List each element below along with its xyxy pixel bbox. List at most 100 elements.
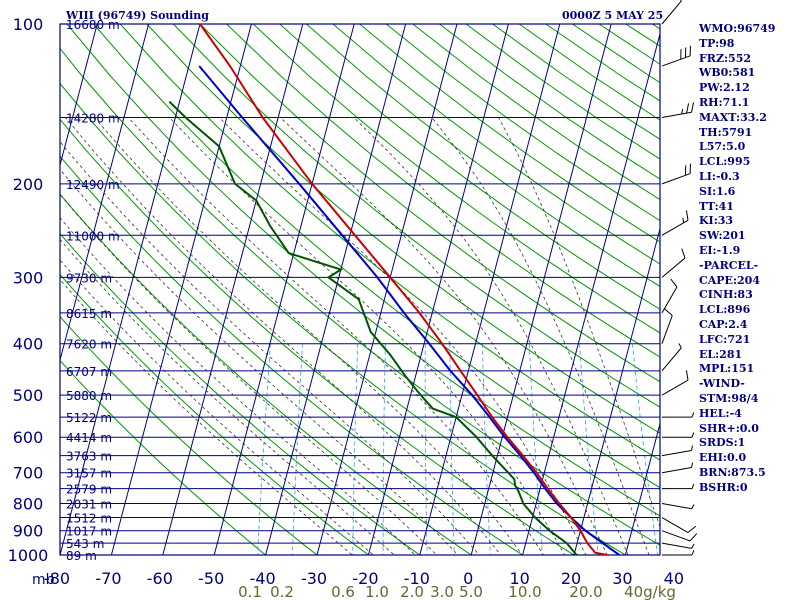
- isotherm-line: [522, 31, 660, 555]
- pressure-tick-label: 200: [13, 175, 44, 194]
- wind-barb: [661, 370, 689, 396]
- dry-adiabat-line: [252, 24, 660, 334]
- dry-adiabat-line: [60, 359, 267, 555]
- index-row: MPL:151: [699, 362, 755, 376]
- wind-barb: [661, 308, 673, 344]
- index-row: LI:-0.3: [699, 169, 740, 183]
- wind-barb: [661, 163, 691, 185]
- dry-adiabat-line: [279, 24, 660, 310]
- height-label: 14280 m: [66, 112, 120, 126]
- wind-barb: [662, 412, 695, 418]
- index-row: L57:5.0: [699, 140, 746, 154]
- wind-barb: [661, 542, 695, 549]
- mixing-ratio-label: 3.0: [430, 583, 454, 600]
- index-row: STM:98/4: [699, 391, 759, 405]
- isotherm-line: [573, 226, 660, 555]
- isotherm-line: [367, 24, 509, 555]
- isotherm-line: [213, 24, 355, 555]
- mixing-ratio-line: [257, 343, 271, 555]
- dry-adiabat-line: [199, 24, 660, 383]
- mixing-ratio-line: [291, 343, 303, 555]
- pressure-tick-label: 400: [13, 335, 44, 354]
- isotherm-line: [60, 24, 98, 168]
- dry-adiabat-line: [146, 24, 660, 434]
- index-row: RH:71.1: [699, 95, 750, 109]
- profiles: [168, 24, 622, 555]
- index-row: LCL:995: [699, 155, 751, 169]
- isotherms: [0, 24, 660, 566]
- isotherm-line: [624, 421, 660, 555]
- mixing-ratio-line: [424, 343, 428, 555]
- index-row: SI:1.6: [699, 184, 736, 198]
- dry-adiabat-line: [226, 24, 660, 358]
- mixing-ratio-label: 1.0: [365, 583, 389, 600]
- isotherm-line: [265, 24, 407, 555]
- temperature-tick-label: 0: [463, 569, 473, 588]
- index-row: EHI:0.0: [699, 451, 747, 465]
- pressure-tick-label: 1000: [8, 546, 49, 565]
- height-label: 12490 m: [66, 178, 120, 192]
- wind-barb: [662, 483, 695, 490]
- height-label: 6707 m: [66, 365, 112, 379]
- wind-barb: [661, 530, 698, 542]
- index-row: SW:201: [699, 229, 746, 243]
- wind-barb: [662, 550, 695, 556]
- dewpoint-profile-line: [168, 100, 583, 555]
- temperature-tick-label: -80: [44, 569, 70, 588]
- height-label: 2031 m: [66, 498, 112, 512]
- moist-adiabat-line: [60, 238, 395, 555]
- wind-barb: [661, 102, 694, 118]
- moist-adiabat-line: [65, 117, 502, 555]
- pressure-tick-label: 500: [13, 386, 44, 405]
- height-label: 3157 m: [66, 467, 112, 481]
- index-row: LCL:896: [699, 303, 751, 317]
- temperature-tick-label: -50: [198, 569, 224, 588]
- index-row: MAXT:33.2: [699, 110, 767, 124]
- index-row: LFC:721: [699, 332, 751, 346]
- sounding-timestamp: 0000Z 5 MAY 25: [562, 9, 664, 22]
- moist-adiabat-line: [60, 259, 374, 555]
- height-label: 2579 m: [66, 483, 112, 497]
- index-row: CINH:83: [699, 288, 753, 302]
- dry-adiabat-line: [119, 24, 660, 461]
- index-row: TT:41: [699, 199, 734, 213]
- temperature-tick-label: -40: [250, 569, 276, 588]
- temperature-tick-label: 10: [509, 569, 529, 588]
- moist-adiabat-line: [60, 279, 353, 555]
- index-row: -WIND-: [699, 377, 745, 391]
- wind-barb: [662, 432, 695, 438]
- dry-adiabat-line: [60, 273, 370, 555]
- height-label: 1512 m: [66, 512, 112, 526]
- pressure-tick-label: 900: [13, 522, 44, 541]
- isotherm-line: [0, 24, 46, 566]
- mixing-ratio-label: 2.0: [400, 583, 424, 600]
- mixing-ratio-lines: [257, 343, 659, 555]
- index-row: -PARCEL-: [699, 258, 759, 272]
- dry-adiabat-line: [306, 24, 660, 287]
- mixing-ratio-label: 0.1: [238, 583, 262, 600]
- height-label: 9730 m: [66, 271, 112, 285]
- pressure-tick-label: 100: [13, 15, 44, 34]
- isotherm-line: [60, 24, 201, 555]
- height-label: 543 m: [66, 537, 104, 551]
- wind-barb: [661, 445, 694, 457]
- mixing-ratio-line: [529, 343, 543, 555]
- index-row: EI:-1.9: [699, 243, 741, 257]
- mixing-ratio-line: [352, 343, 358, 555]
- temperature-tick-label: -30: [301, 569, 327, 588]
- dry-adiabat-line: [60, 47, 660, 546]
- mixing-ratio-label: 0.2: [270, 583, 294, 600]
- wind-barb: [661, 462, 694, 474]
- height-label: 3763 m: [66, 450, 112, 464]
- moist-adiabat-line: [498, 117, 660, 528]
- temperature-tick-label: 30: [612, 569, 632, 588]
- height-label: 11000 m: [66, 229, 120, 243]
- height-label: 7620 m: [66, 338, 112, 352]
- isotherm-line: [470, 24, 612, 555]
- index-row: TH:5791: [699, 125, 753, 139]
- moist-adiabat-line: [280, 117, 608, 555]
- wind-barb: [661, 503, 695, 510]
- dry-adiabat-line: [66, 24, 660, 517]
- height-label: 16680 m: [66, 18, 120, 32]
